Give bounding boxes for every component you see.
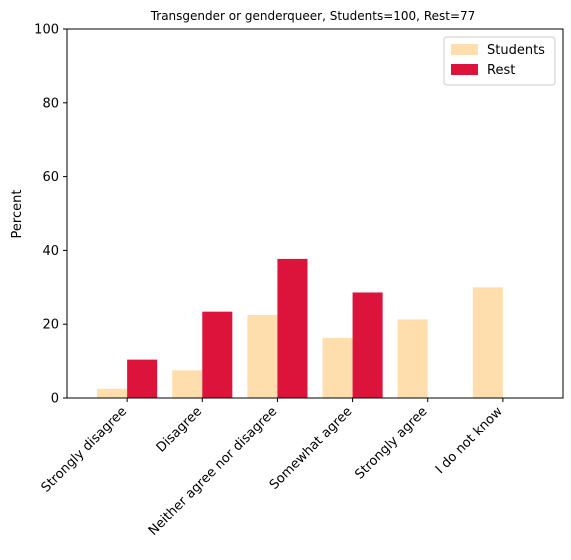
x-tick-label: Somewhat agree <box>267 404 356 493</box>
bar-rest-1 <box>202 311 233 398</box>
axes-group <box>66 28 564 399</box>
y-tick-label: 20 <box>42 318 59 333</box>
legend-label-students: Students <box>487 43 545 58</box>
plot-frame <box>66 28 564 399</box>
bar-students-0 <box>97 388 128 398</box>
x-tick-label: I do not know <box>433 404 506 477</box>
y-tick-label: 100 <box>34 23 59 38</box>
y-tick-label: 0 <box>51 392 59 407</box>
bar-students-4 <box>397 319 428 398</box>
y-tick-label: 40 <box>42 244 59 259</box>
bar-students-2 <box>247 314 278 398</box>
legend: Students Rest <box>443 36 556 86</box>
legend-swatch-students <box>451 44 478 55</box>
y-axis-label: Percent <box>10 190 25 239</box>
y-ticks-group: 0 20 40 60 80 100 <box>34 23 67 407</box>
y-tick-label: 60 <box>42 170 59 185</box>
bar-rest-0 <box>127 359 158 398</box>
chart-title: Transgender or genderqueer, Students=100… <box>150 9 476 23</box>
bars-group <box>97 258 503 398</box>
legend-label-rest: Rest <box>487 63 515 78</box>
y-tick-label: 80 <box>42 96 59 111</box>
bar-students-1 <box>172 370 203 398</box>
bar-rest-2 <box>277 258 308 398</box>
bar-rest-3 <box>352 292 383 398</box>
x-tick-label: Strongly disagree <box>39 404 130 495</box>
x-tick-label: Neither agree nor disagree <box>146 404 280 538</box>
legend-swatch-rest <box>451 64 478 75</box>
bar-students-3 <box>322 337 353 398</box>
x-tick-label: Strongly agree <box>352 404 430 482</box>
bar-students-5 <box>472 287 503 398</box>
x-tick-label: Disagree <box>154 404 205 455</box>
